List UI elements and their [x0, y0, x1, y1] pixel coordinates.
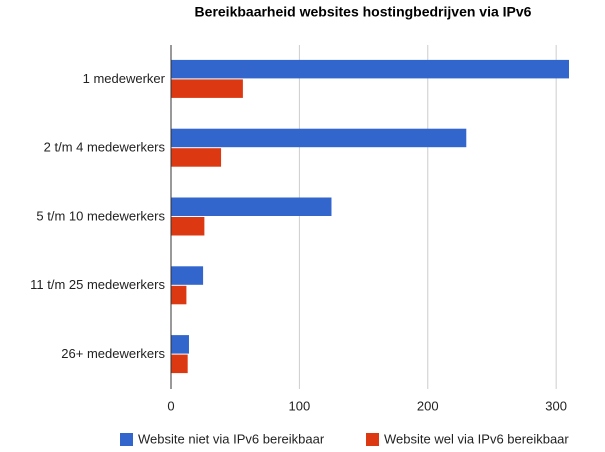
bar	[171, 148, 222, 167]
bar	[171, 285, 187, 305]
legend-swatch	[366, 433, 379, 446]
x-tick-label: 100	[289, 398, 311, 413]
x-tick-label: 200	[417, 398, 439, 413]
legend-swatch	[120, 433, 133, 446]
legend-label: Website niet via IPv6 bereikbaar	[138, 431, 325, 446]
bar	[171, 59, 569, 79]
y-tick-label: 5 t/m 10 medewerkers	[36, 208, 165, 223]
bar	[171, 335, 189, 354]
y-tick-label: 26+ medewerkers	[61, 346, 165, 361]
bar	[171, 354, 188, 374]
y-tick-label: 11 t/m 25 medewerkers	[30, 277, 165, 292]
bar	[171, 266, 204, 285]
y-tick-label: 1 medewerker	[83, 71, 166, 86]
bar	[171, 79, 243, 98]
chart-title: Bereikbaarheid websites hostingbedrijven…	[195, 4, 532, 20]
bar	[171, 217, 205, 236]
bar	[171, 128, 467, 148]
bar	[171, 197, 332, 216]
y-tick-label: 2 t/m 4 medewerkers	[44, 140, 166, 155]
x-tick-label: 0	[167, 398, 174, 413]
legend-label: Website wel via IPv6 bereikbaar	[384, 431, 569, 446]
x-tick-label: 300	[545, 398, 567, 413]
